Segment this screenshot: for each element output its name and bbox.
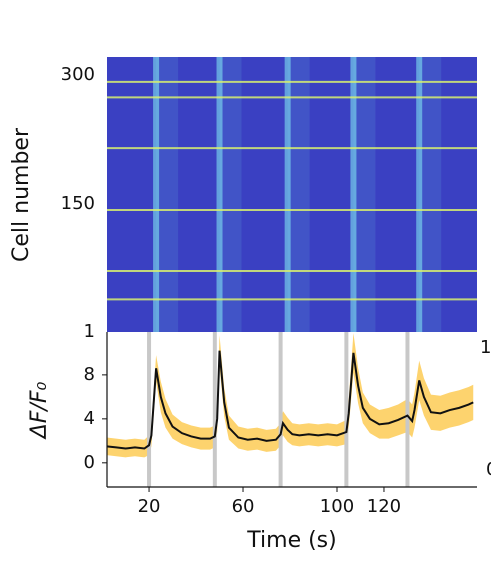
x-tick-label: 100 — [320, 496, 354, 517]
y-tick-label: 8 — [84, 364, 95, 385]
x-tick-label: 60 — [232, 496, 255, 517]
heatmap-y-label: Cell number — [9, 127, 34, 262]
y-tick-label: 1 — [84, 321, 95, 342]
edge-label: 0 — [486, 459, 491, 480]
response-stripe — [216, 57, 223, 332]
heatmap-background — [107, 57, 477, 332]
line-y-label: ΔF/F₀ — [27, 382, 52, 441]
response-stripe — [350, 57, 357, 332]
mean-line — [106, 350, 474, 450]
x-tick-label: 120 — [367, 496, 401, 517]
error-band — [106, 333, 474, 458]
response-tail — [219, 57, 242, 332]
response-tail — [419, 57, 442, 332]
response-stripe — [284, 57, 291, 332]
edge-label: 1 — [480, 337, 491, 358]
y-tick-label: 4 — [84, 408, 95, 429]
x-tick-label: 20 — [138, 496, 161, 517]
response-stripe — [416, 57, 423, 332]
y-tick-label: 150 — [61, 193, 95, 214]
y-tick-label: 0 — [84, 452, 95, 473]
response-tail — [287, 57, 310, 332]
response-tail — [353, 57, 376, 332]
response-stripe — [153, 57, 160, 332]
response-tail — [156, 57, 179, 332]
y-tick-label: 300 — [61, 64, 95, 85]
x-label: Time (s) — [246, 528, 336, 553]
